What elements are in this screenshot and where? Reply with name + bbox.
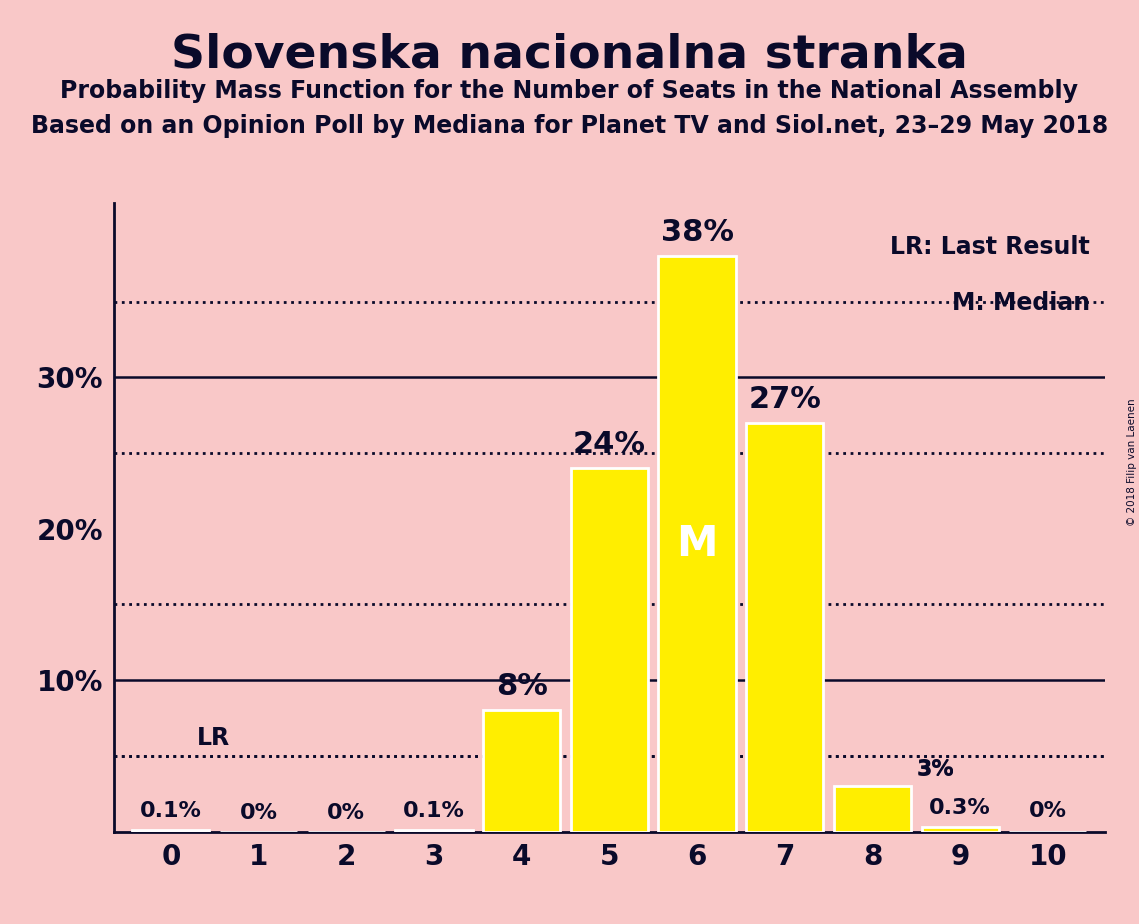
Bar bbox=[571, 468, 648, 832]
Bar bbox=[483, 711, 560, 832]
Bar bbox=[834, 786, 911, 832]
Text: 0%: 0% bbox=[1029, 801, 1067, 821]
Text: 0.3%: 0.3% bbox=[929, 798, 991, 818]
Text: 38%: 38% bbox=[661, 218, 734, 248]
Text: LR: LR bbox=[197, 726, 230, 750]
Bar bbox=[658, 256, 736, 832]
Text: Probability Mass Function for the Number of Seats in the National Assembly: Probability Mass Function for the Number… bbox=[60, 79, 1079, 103]
Text: 0%: 0% bbox=[239, 803, 278, 822]
Bar bbox=[132, 830, 210, 832]
Text: 24%: 24% bbox=[573, 431, 646, 459]
Text: © 2018 Filip van Laenen: © 2018 Filip van Laenen bbox=[1126, 398, 1137, 526]
Bar bbox=[395, 830, 473, 832]
Text: M: M bbox=[677, 523, 718, 565]
Text: 3%: 3% bbox=[916, 759, 954, 779]
Bar bbox=[921, 827, 999, 832]
Text: 27%: 27% bbox=[748, 384, 821, 414]
Text: LR: Last Result: LR: Last Result bbox=[891, 235, 1090, 259]
Text: 8%: 8% bbox=[495, 673, 548, 701]
Bar bbox=[746, 423, 823, 832]
Text: 3%: 3% bbox=[916, 760, 954, 780]
Text: 0.1%: 0.1% bbox=[140, 801, 202, 821]
Text: Slovenska nacionalna stranka: Slovenska nacionalna stranka bbox=[171, 32, 968, 78]
Text: Based on an Opinion Poll by Mediana for Planet TV and Siol.net, 23–29 May 2018: Based on an Opinion Poll by Mediana for … bbox=[31, 114, 1108, 138]
Text: 0%: 0% bbox=[327, 803, 366, 822]
Text: M: Median: M: Median bbox=[952, 291, 1090, 315]
Text: 0.1%: 0.1% bbox=[403, 801, 465, 821]
